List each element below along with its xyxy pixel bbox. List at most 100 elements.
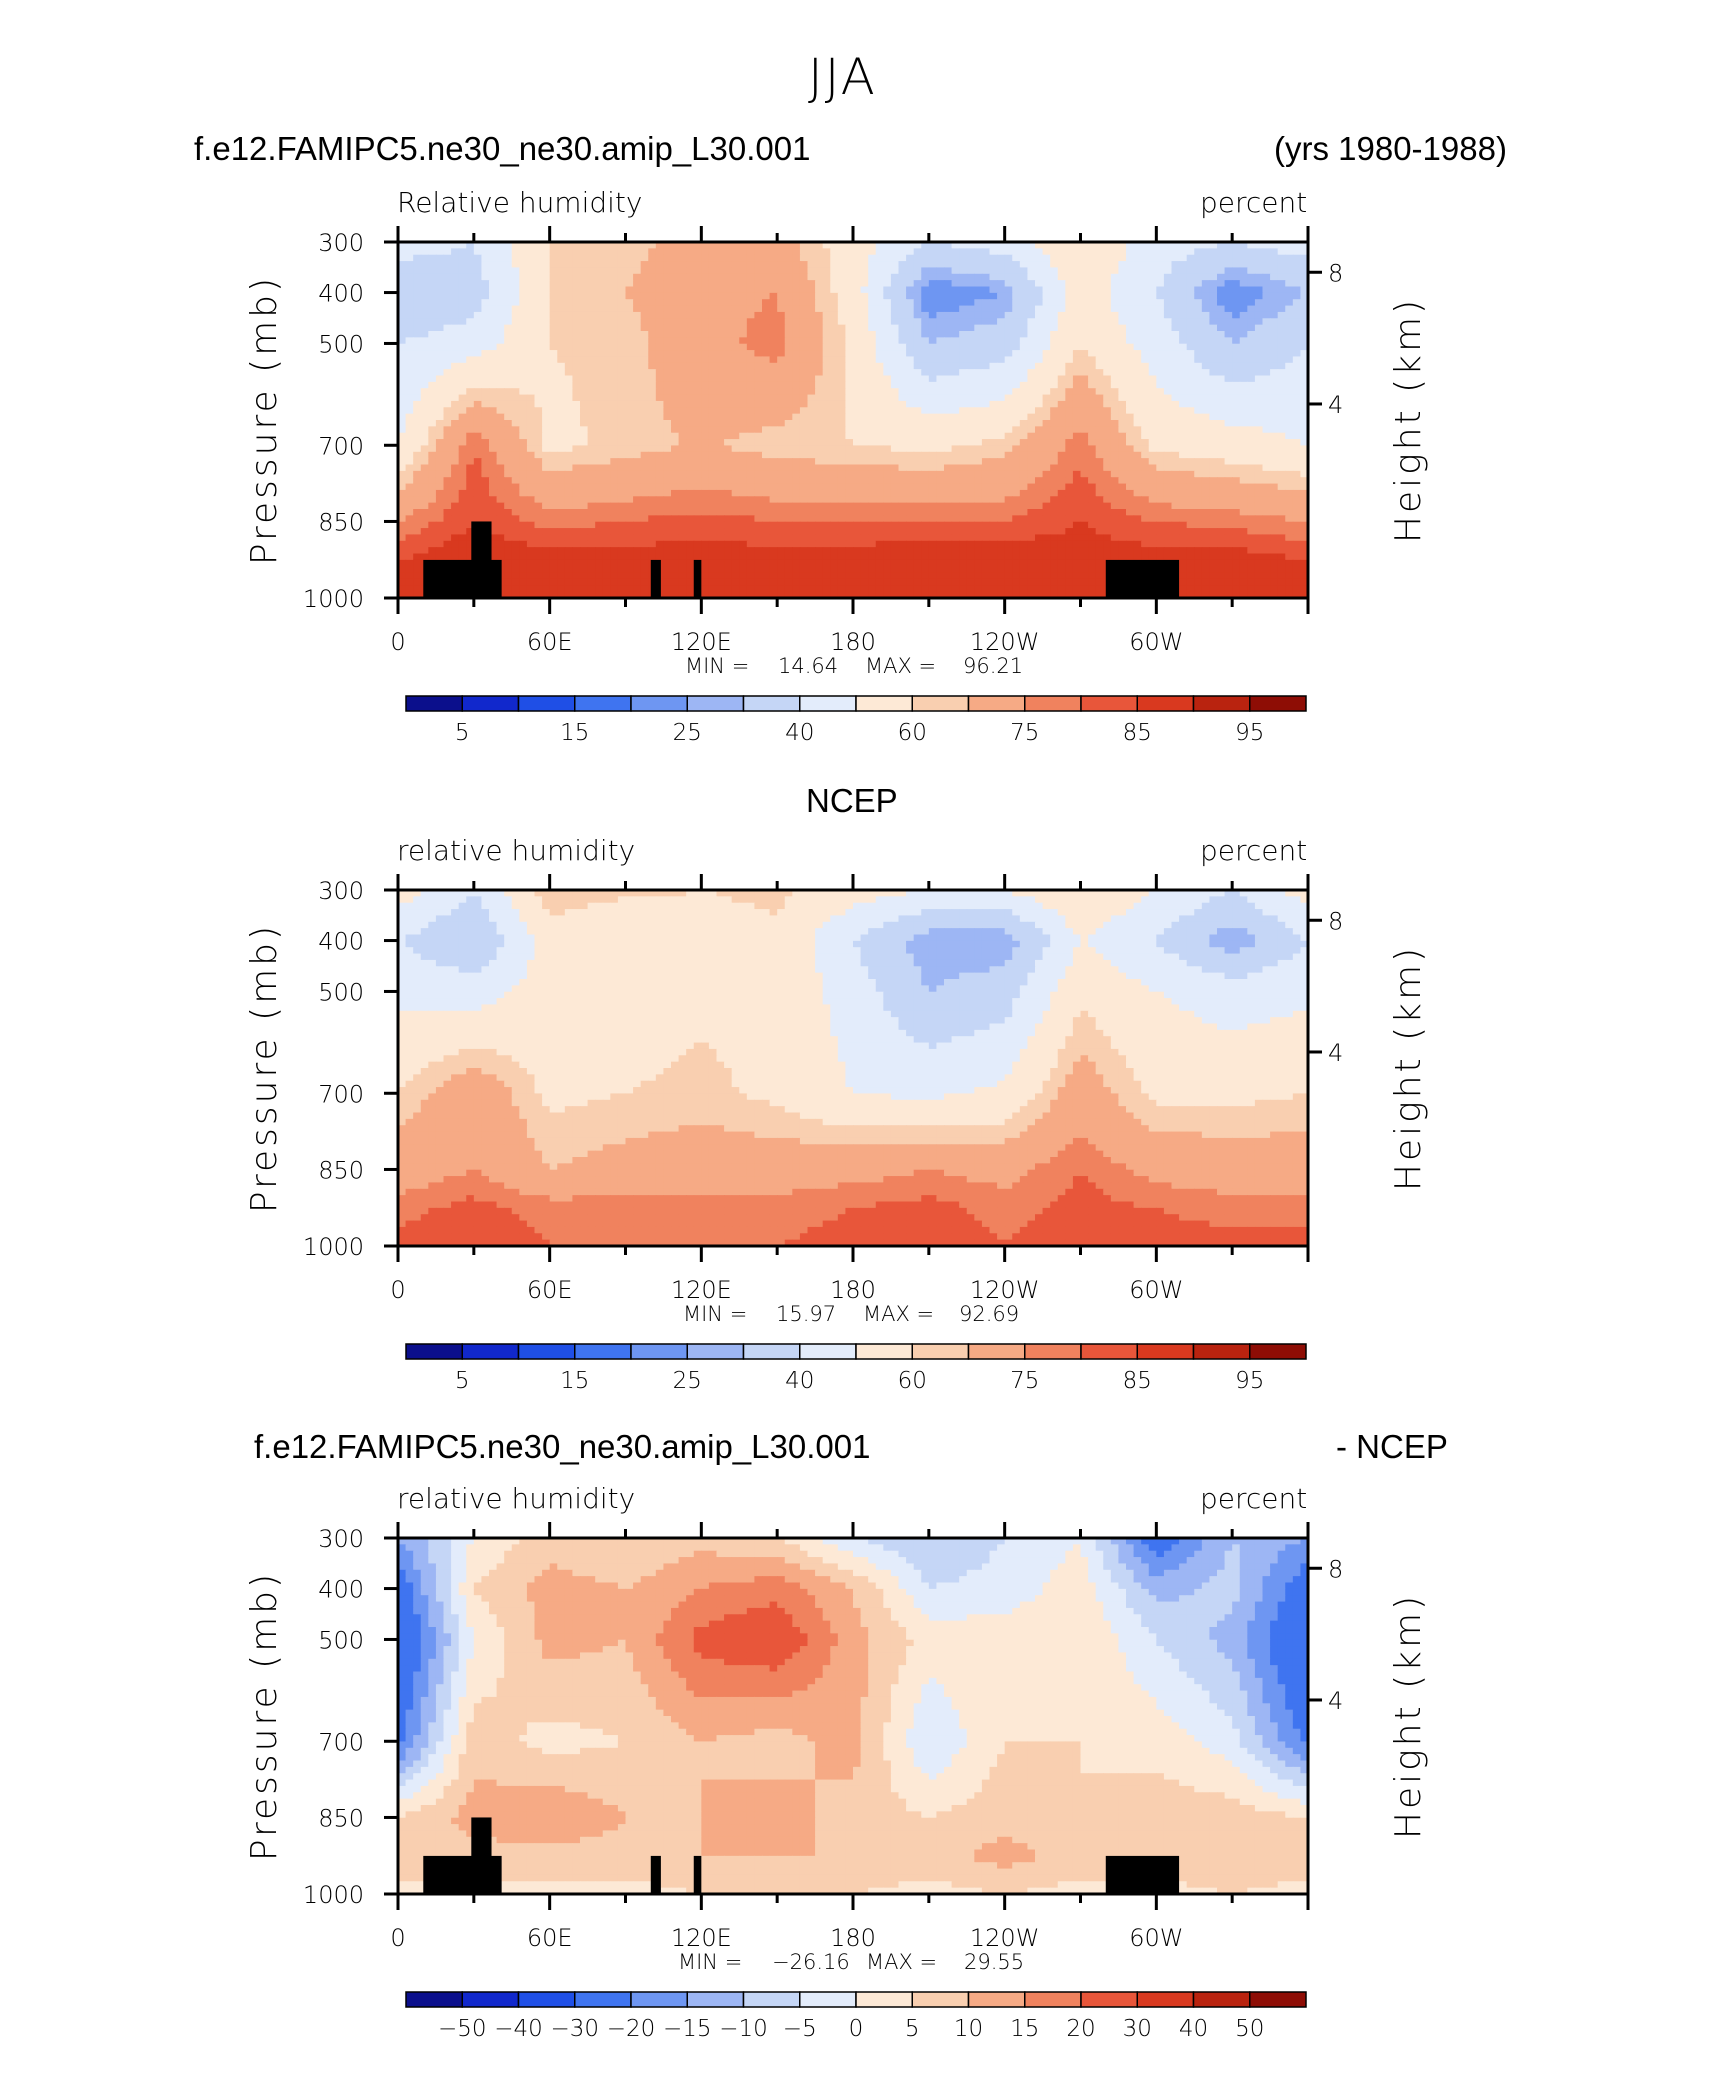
contour-cell (868, 337, 877, 345)
contour-cell (951, 318, 960, 326)
contour-cell (906, 261, 915, 269)
contour-cell (663, 426, 672, 434)
contour-cell (398, 496, 407, 504)
contour-cell (1179, 496, 1188, 504)
contour-cell (1300, 432, 1309, 440)
contour-cell (1095, 267, 1104, 275)
contour-cell (701, 343, 710, 351)
contour-cell (1300, 445, 1309, 453)
contour-cell (648, 432, 657, 440)
contour-cell (716, 400, 725, 408)
contour-cell (602, 388, 611, 396)
contour-cell (443, 464, 452, 472)
contour-cell (428, 464, 437, 472)
contour-cell (1186, 350, 1195, 358)
contour-cell (1057, 439, 1066, 447)
contour-cell (815, 413, 824, 421)
contour-cell (625, 318, 634, 326)
contour-cell (1103, 350, 1112, 358)
contour-cell (1300, 439, 1309, 447)
contour-cell (405, 299, 414, 307)
contour-cell (663, 318, 672, 326)
contour-cell (853, 273, 862, 281)
contour-cell (875, 292, 884, 300)
contour-cell (1133, 496, 1142, 504)
contour-cell (822, 254, 831, 262)
contour-cell (860, 451, 869, 459)
contour-cell (1141, 242, 1150, 249)
contour-cell (807, 451, 816, 459)
contour-cell (1171, 273, 1180, 281)
contour-cell (1088, 439, 1097, 447)
contour-cell (686, 305, 695, 313)
contour-cell (989, 477, 998, 485)
contour-cell (458, 470, 467, 478)
contour-cell (466, 242, 475, 249)
contour-cell (875, 439, 884, 447)
contour-cell (981, 267, 991, 275)
contour-cell (1133, 286, 1142, 294)
contour-cell (822, 324, 831, 332)
contour-cell (1179, 439, 1188, 447)
contour-cell (815, 242, 824, 249)
contour-cell (580, 356, 589, 364)
contour-cell (1103, 337, 1112, 345)
contour-cell (526, 420, 536, 427)
contour-cell (398, 407, 407, 415)
contour-cell (587, 426, 596, 434)
contour-cell (526, 337, 536, 345)
contour-cell (640, 483, 649, 491)
contour-cell (678, 394, 687, 402)
contour-cell (595, 267, 604, 275)
contour-cell (1072, 292, 1082, 300)
contour-cell (708, 489, 718, 497)
contour-cell (489, 483, 498, 491)
contour-cell (944, 451, 953, 459)
contour-cell (959, 451, 968, 459)
contour-cell (762, 464, 771, 472)
contour-cell (997, 337, 1006, 345)
contour-cell (1179, 388, 1188, 396)
contour-cell (549, 369, 558, 377)
contour-cell (853, 413, 862, 421)
contour-cell (792, 432, 801, 440)
contour-cell (989, 267, 998, 275)
contour-cell (617, 400, 627, 408)
contour-cell (1186, 254, 1195, 262)
contour-cell (1042, 426, 1051, 434)
contour-cell (557, 489, 566, 497)
contour-cell (413, 470, 422, 478)
contour-cell (1133, 489, 1142, 497)
contour-cell (1156, 261, 1165, 269)
contour-cell (883, 280, 892, 288)
contour-cell (708, 299, 718, 307)
contour-cell (928, 311, 938, 319)
contour-cell (1118, 337, 1127, 345)
contour-cell (860, 394, 869, 402)
contour-cell (875, 299, 884, 307)
contour-cell (906, 350, 915, 358)
contour-cell (1088, 286, 1097, 294)
contour-cell (845, 350, 854, 358)
contour-cell (1254, 426, 1264, 434)
contour-cell (549, 280, 558, 288)
contour-cell (496, 413, 505, 421)
contour-cell (428, 273, 437, 281)
contour-cell (739, 489, 748, 497)
contour-cell (451, 413, 460, 421)
contour-cell (1201, 381, 1211, 389)
contour-cell (572, 458, 581, 466)
contour-cell (1095, 451, 1104, 459)
contour-cell (1232, 261, 1241, 269)
contour-cell (435, 477, 445, 485)
contour-cell (1126, 267, 1135, 275)
contour-cell (807, 381, 816, 389)
contour-cell (913, 381, 922, 389)
contour-cell (511, 400, 520, 408)
contour-cell (853, 483, 862, 491)
contour-cell (519, 420, 528, 427)
contour-cell (1285, 273, 1294, 281)
contour-cell (716, 451, 725, 459)
contour-cell (762, 343, 771, 351)
contour-cell (815, 286, 824, 294)
